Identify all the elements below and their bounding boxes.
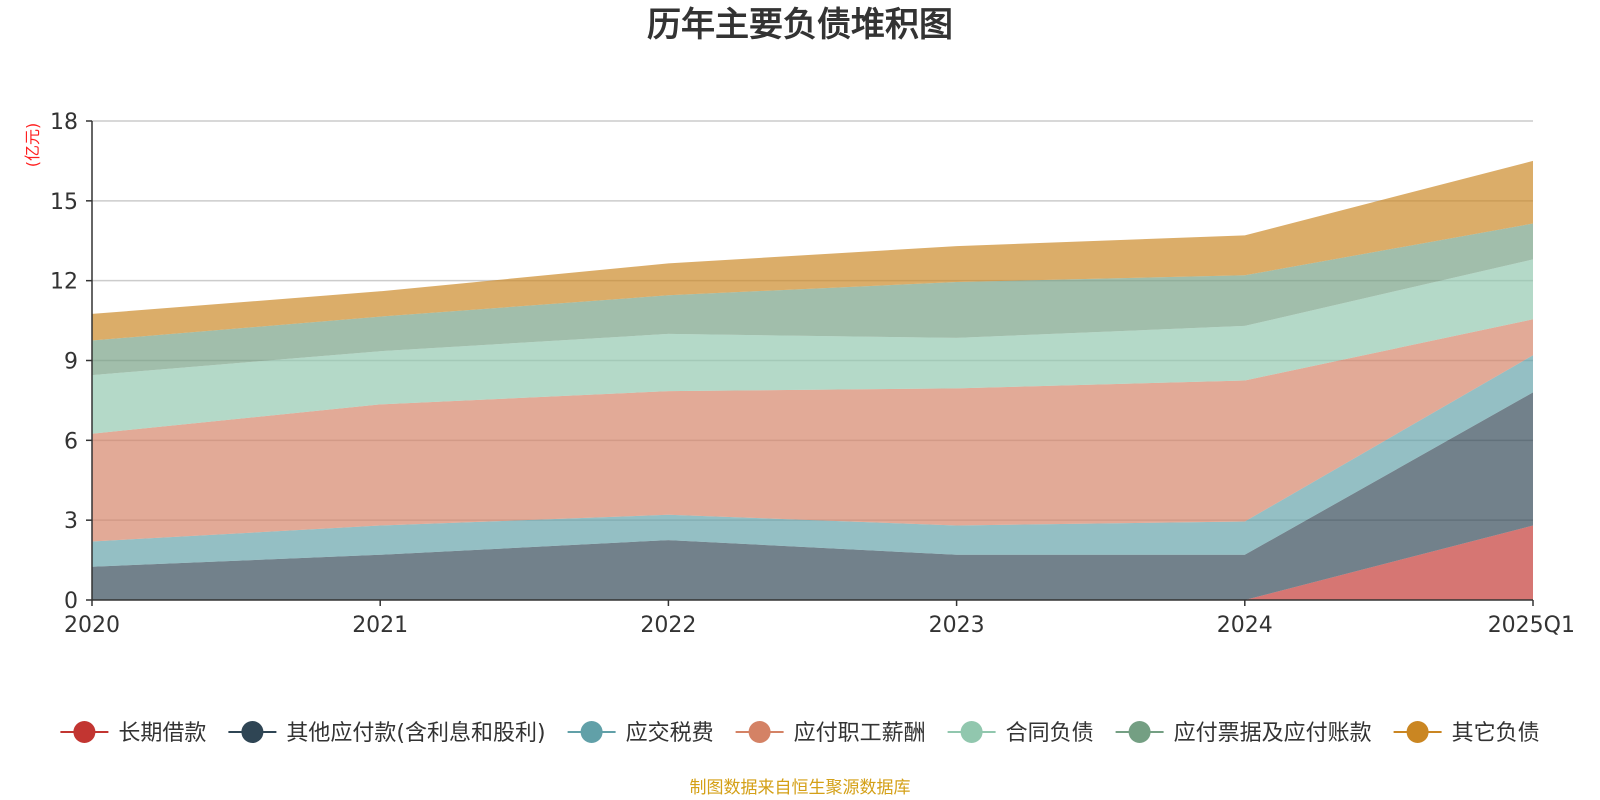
legend-item-0[interactable]: 长期借款 [60,721,206,746]
axes: 0 3 6 9 12 15 18 2020 2021 2022 2023 2024 2025Q1 [50,110,1575,638]
legend-label: 合同负债 [1006,721,1094,746]
source-note: 制图数据来自恒生聚源数据库 [690,778,911,798]
legend-marker [73,721,96,743]
area-series-4 [92,259,1533,434]
area-series-1 [92,392,1533,600]
y-tick-label: 3 [64,509,78,534]
y-tick-label: 12 [50,270,78,295]
x-tick-label: 2022 [640,613,696,638]
legend-label: 其他应付款(含利息和股利) [286,721,545,746]
legend-label: 应付票据及应付账款 [1174,721,1372,746]
legend-item-6[interactable]: 其它负债 [1393,721,1540,746]
legend-marker [1406,721,1429,743]
legend-marker [748,721,771,743]
x-tick-label: 2020 [64,613,120,638]
legend: 长期借款 其他应付款(含利息和股利) 应交税费 应付职工薪酬 合同负债 应付票据及应付账款… [60,721,1540,746]
area-series-0 [92,525,1533,600]
legend-item-4[interactable]: 合同负债 [947,721,1094,746]
x-tick-label: 2025Q1 [1488,613,1575,638]
x-tick-label: 2021 [352,613,408,638]
legend-label: 长期借款 [118,721,206,746]
y-tick-label: 0 [64,589,78,614]
legend-item-5[interactable]: 应付票据及应付账款 [1115,721,1372,746]
x-tick-label: 2023 [929,613,985,638]
area-series-3 [92,319,1533,542]
y-tick-label: 9 [64,350,78,375]
legend-item-1[interactable]: 其他应付款(含利息和股利) [228,721,546,746]
legend-marker [580,721,603,743]
y-tick-label: 15 [50,190,78,215]
area-series-2 [92,355,1533,567]
area-series-5 [92,223,1533,376]
legend-marker [1128,721,1151,743]
chart-title: 历年主要负债堆积图 [647,5,953,45]
y-tick-label: 6 [64,429,78,454]
legend-marker [960,721,983,743]
legend-item-3[interactable]: 应付职工薪酬 [735,721,926,746]
y-tick-label: 18 [50,110,78,135]
y-axis-unit-label: (亿元) [23,123,42,168]
legend-label: 应交税费 [626,721,714,746]
x-tick-label: 2024 [1217,613,1273,638]
legend-item-2[interactable]: 应交税费 [567,721,714,746]
legend-label: 应付职工薪酬 [794,721,926,746]
area-series [92,160,1533,600]
legend-label: 其它负债 [1452,721,1540,746]
legend-marker [241,721,264,743]
area-series-6 [92,160,1533,341]
